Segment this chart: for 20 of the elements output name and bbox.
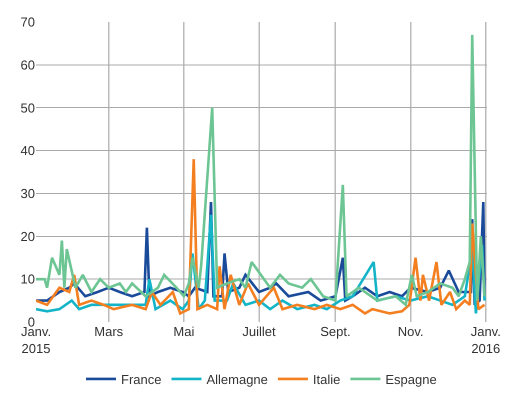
legend-label: Allemagne — [206, 372, 268, 388]
x-tick-label: Janv. 2016 — [470, 324, 501, 356]
x-tick-label: Mars — [94, 324, 124, 339]
y-tick-label: 20 — [20, 228, 35, 244]
y-tick-label: 30 — [20, 186, 35, 201]
y-tick-label: 10 — [20, 272, 35, 287]
legend-label: Italie — [312, 372, 340, 388]
line-series — [36, 34, 486, 306]
y-tick-label: 60 — [20, 57, 35, 72]
y-tick-label: 50 — [20, 100, 35, 116]
x-tick-label: Sept. — [320, 324, 351, 339]
y-tick-label: 0 — [28, 314, 35, 330]
x-tick-label: Mai — [173, 324, 194, 339]
y-tick-label: 70 — [20, 14, 35, 30]
x-tick-label: Nov. — [398, 324, 424, 339]
y-tick-label: 40 — [20, 143, 35, 158]
line-series — [36, 158, 486, 315]
legend-label: France — [121, 372, 162, 388]
x-tick-label: Juillet — [242, 324, 276, 339]
legend-label: Espagne — [385, 372, 437, 388]
